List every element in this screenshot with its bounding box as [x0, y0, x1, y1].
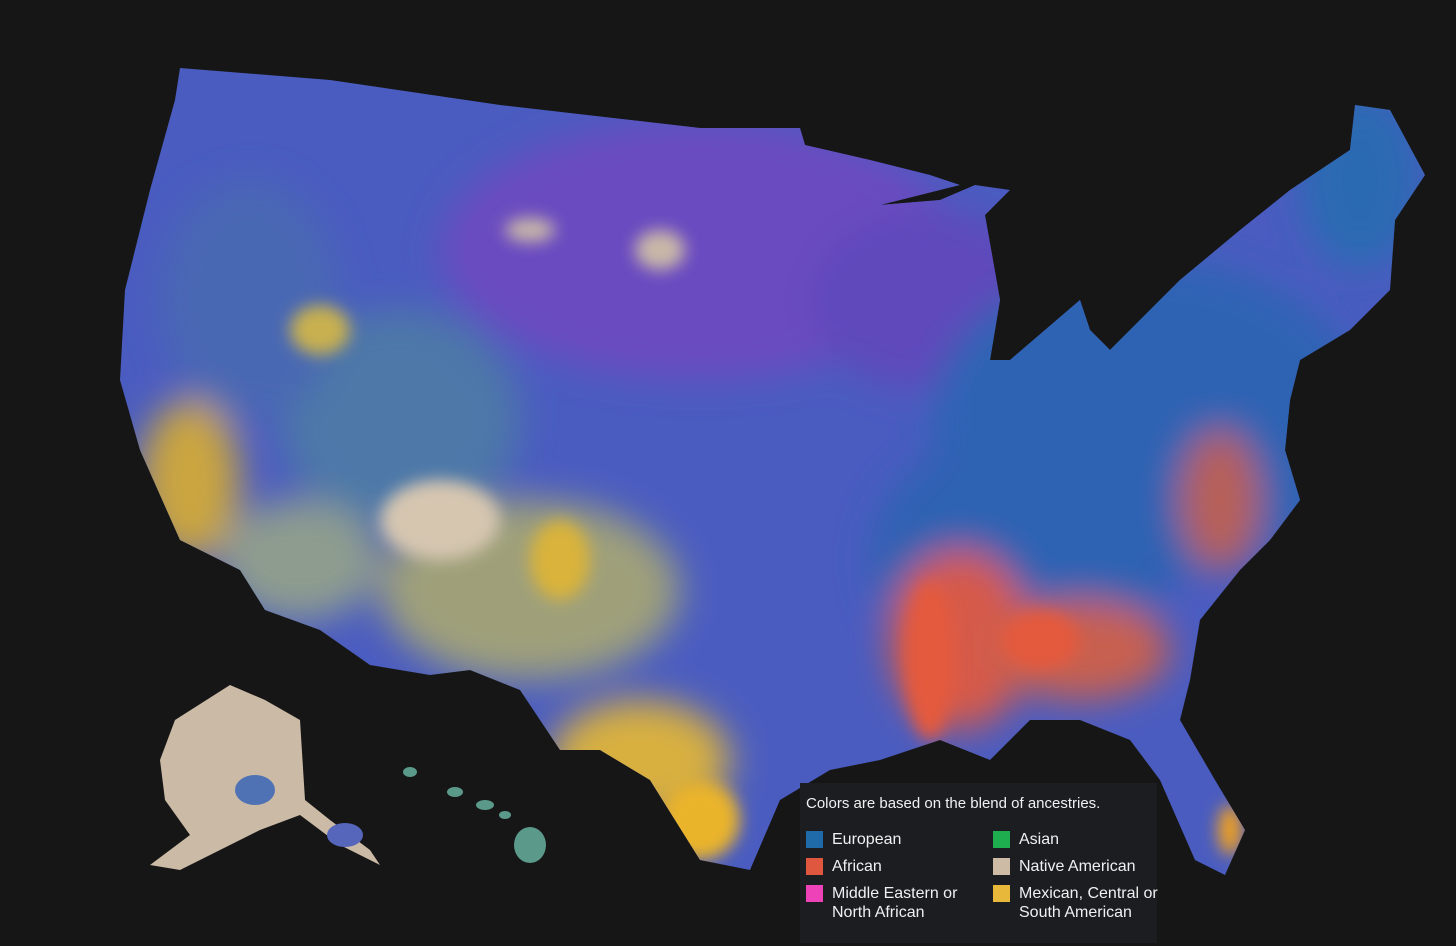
- legend-item: European: [806, 830, 993, 849]
- alaska-region: [235, 775, 275, 805]
- legend-swatch: [806, 858, 823, 875]
- legend-label: Native American: [1019, 858, 1136, 875]
- legend-label: European: [832, 831, 902, 848]
- alaska-region: [327, 823, 363, 847]
- legend-swatch: [806, 885, 823, 902]
- legend-item: Middle Eastern or North African: [806, 884, 993, 922]
- legend-label: Asian: [1019, 831, 1060, 848]
- legend-swatch: [993, 885, 1010, 902]
- legend-item: Native American: [993, 857, 1163, 876]
- legend-swatch: [993, 831, 1010, 848]
- legend-item: Mexican, Central or South American: [993, 884, 1163, 922]
- legend-swatch: [806, 831, 823, 848]
- legend-item: African: [806, 857, 993, 876]
- legend-label: African: [832, 858, 882, 875]
- legend-swatch: [993, 858, 1010, 875]
- legend-title: Colors are based on the blend of ancestr…: [806, 795, 1101, 812]
- legend-item: Asian: [993, 830, 1163, 849]
- legend: Colors are based on the blend of ancestr…: [800, 783, 1158, 943]
- legend-label: Middle Eastern or North African: [832, 885, 958, 921]
- legend-label: Mexican, Central or South American: [1019, 885, 1158, 921]
- hawaii: [403, 767, 546, 863]
- legend-items: European Asian African Native American Middl…: [806, 830, 1158, 922]
